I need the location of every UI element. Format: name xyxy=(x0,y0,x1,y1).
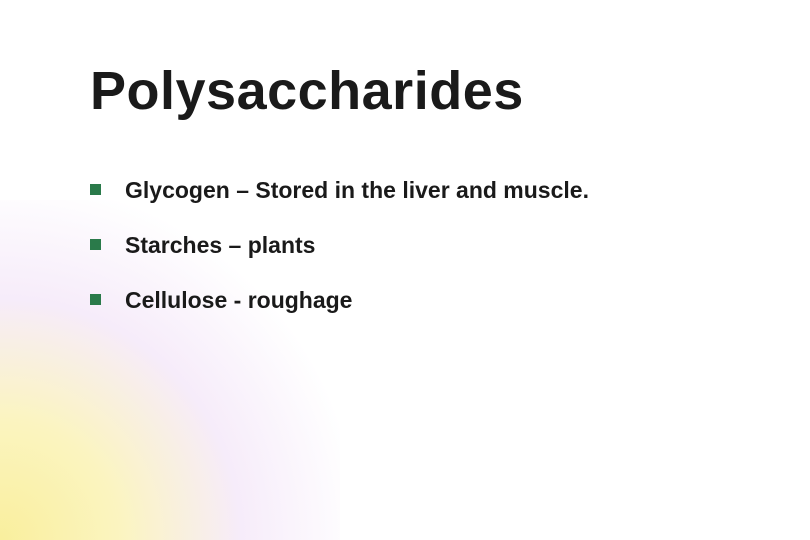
bullet-text: Cellulose - roughage xyxy=(125,287,352,314)
slide-container: Polysaccharides Glycogen – Stored in the… xyxy=(0,0,810,540)
bullet-text: Glycogen – Stored in the liver and muscl… xyxy=(125,177,589,204)
list-item: Starches – plants xyxy=(90,232,740,259)
bullet-text: Starches – plants xyxy=(125,232,315,259)
slide-title: Polysaccharides xyxy=(90,60,740,122)
bullet-square-icon xyxy=(90,184,101,195)
list-item: Cellulose - roughage xyxy=(90,287,740,314)
bullet-list: Glycogen – Stored in the liver and muscl… xyxy=(90,177,740,314)
bullet-square-icon xyxy=(90,239,101,250)
bullet-square-icon xyxy=(90,294,101,305)
list-item: Glycogen – Stored in the liver and muscl… xyxy=(90,177,740,204)
